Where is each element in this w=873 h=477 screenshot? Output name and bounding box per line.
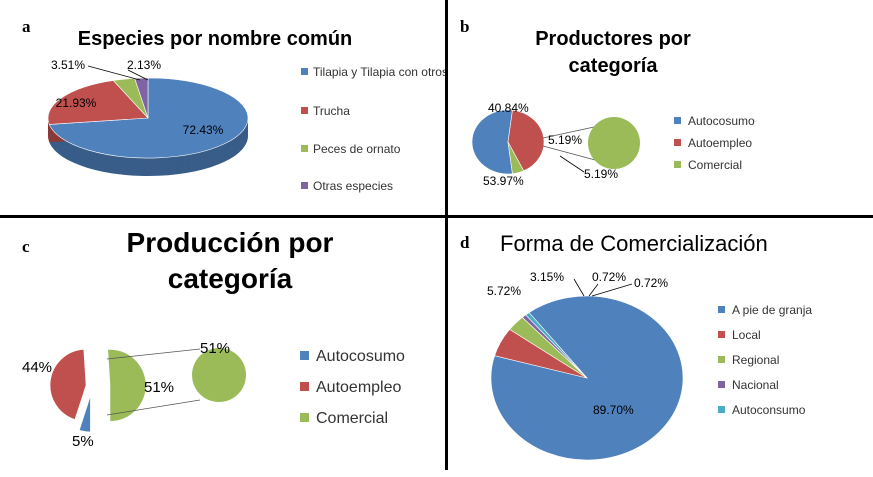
chart-c: c Producción por categoría 44% 5% 51% 51…	[22, 227, 405, 450]
chart-b-title-line2: categoría	[569, 55, 659, 77]
chart-c-slice-1	[49, 349, 87, 420]
leader-line-ornato	[87, 65, 141, 81]
data-label-autoempleo-b: 40.84%	[488, 101, 529, 115]
data-label-local: 5.72%	[487, 284, 521, 298]
legend-label-autoempleo-c: Autoempleo	[316, 379, 401, 396]
chart-a-legend: Tilapia y Tilapia con otros Trucha Peces…	[301, 65, 445, 193]
connector-bottom-c	[106, 399, 201, 416]
data-label-regional: 3.15%	[530, 270, 564, 284]
legend-label-ornato: Peces de ornato	[313, 142, 401, 156]
chart-b-legend: Autocosumo Autoempleo Comercial	[674, 114, 755, 172]
legend-label-comercial-c: Comercial	[316, 410, 388, 427]
leader-line-regional	[573, 278, 585, 297]
legend-swatch-comercial-b	[674, 161, 681, 168]
legend-label-trucha: Trucha	[313, 104, 350, 118]
legend-swatch-autoempleo-c	[300, 382, 309, 391]
chart-b-title-line1: Productores por	[535, 28, 691, 50]
data-label-autocosumo-c: 5%	[72, 433, 94, 450]
vertical-divider	[445, 0, 448, 470]
data-label-trucha: 21.93%	[56, 96, 97, 110]
panel-c: c Producción por categoría 44% 5% 51% 51…	[0, 218, 445, 470]
chart-d: d Forma de Comercialización 89.70% 5.72%…	[460, 231, 812, 461]
legend-swatch-autocosumo-c	[300, 351, 309, 360]
legend-label-pie-granja: A pie de granja	[732, 303, 812, 317]
data-label-comercial-b: 5.19%	[548, 133, 582, 147]
legend-label-autocosumo-c: Autocosumo	[316, 348, 405, 365]
chart-d-slice-4	[525, 312, 588, 379]
data-label-comercial-sub-b: 5.19%	[584, 167, 618, 181]
connector-top-c	[106, 348, 201, 360]
legend-label-local: Local	[732, 328, 761, 342]
panel-letter-d: d	[460, 233, 470, 252]
leader-line-autoconsumo	[591, 283, 633, 297]
legend-label-regional: Regional	[732, 353, 779, 367]
chart-b-pie	[471, 109, 545, 175]
chart-a: a Especies por nombre común 72.43% 21.93…	[22, 17, 445, 193]
data-label-nacional: 0.72%	[592, 270, 626, 284]
chart-b: b Productores por categoría 40.84% 53.97…	[460, 17, 755, 188]
legend-swatch-otras	[301, 182, 308, 189]
legend-label-autoconsumo: Autoconsumo	[732, 403, 806, 417]
chart-c-secondary-pie	[192, 348, 246, 402]
legend-swatch-autocosumo-b	[674, 117, 681, 124]
legend-swatch-comercial-c	[300, 413, 309, 422]
chart-d-title: Forma de Comercialización	[500, 231, 768, 256]
panel-letter-c: c	[22, 237, 30, 256]
chart-b-secondary-pie	[588, 117, 640, 169]
legend-label-nacional: Nacional	[732, 378, 779, 392]
data-label-comercial-sub-c: 51%	[200, 340, 230, 357]
chart-b-slice-1	[507, 109, 545, 172]
chart-c-pie	[49, 349, 147, 433]
legend-label-comercial-b: Comercial	[688, 158, 742, 172]
chart-c-slice-2	[107, 349, 147, 422]
panel-a: a Especies por nombre común 72.43% 21.93…	[0, 0, 445, 215]
legend-swatch-ornato	[301, 145, 308, 152]
chart-d-legend: A pie de granja Local Regional Nacional …	[718, 303, 812, 417]
legend-label-autocosumo-b: Autocosumo	[688, 114, 755, 128]
chart-b-secondary-slice	[588, 117, 640, 169]
legend-swatch-trucha	[301, 107, 308, 114]
data-label-pie-granja: 89.70%	[593, 403, 634, 417]
data-label-autoempleo-c: 44%	[22, 359, 52, 376]
data-label-comercial-c: 51%	[144, 379, 174, 396]
panel-letter-b: b	[460, 17, 469, 36]
chart-b-slice-0	[471, 109, 513, 175]
legend-swatch-regional	[718, 356, 725, 363]
data-label-ornato: 3.51%	[51, 58, 85, 72]
legend-swatch-tilapia	[301, 68, 308, 75]
data-label-autoconsumo: 0.72%	[634, 276, 668, 290]
panel-letter-a: a	[22, 17, 31, 36]
data-label-autocosumo-b: 53.97%	[483, 174, 524, 188]
chart-a-data-labels: 72.43% 21.93% 3.51% 2.13%	[51, 58, 224, 137]
legend-label-otras: Otras especies	[313, 179, 393, 193]
chart-c-legend: Autocosumo Autoempleo Comercial	[300, 348, 405, 427]
chart-c-title-line2: categoría	[168, 263, 293, 294]
leader-line-nacional	[588, 283, 599, 297]
chart-c-title-line1: Producción por	[127, 227, 334, 258]
chart-c-slice-0	[78, 395, 91, 433]
legend-label-tilapia: Tilapia y Tilapia con otros	[313, 65, 445, 79]
chart-d-pie	[490, 295, 684, 461]
legend-swatch-autoconsumo	[718, 406, 725, 413]
chart-c-secondary-slice	[192, 348, 246, 402]
chart-a-slice-0	[48, 77, 249, 159]
leader-line-otras	[127, 69, 149, 81]
data-label-tilapia: 72.43%	[183, 123, 224, 137]
legend-swatch-pie-granja	[718, 306, 725, 313]
legend-label-autoempleo-b: Autoempleo	[688, 136, 752, 150]
data-label-otras: 2.13%	[127, 58, 161, 72]
chart-a-pie	[47, 77, 249, 176]
chart-b-slice-2	[507, 141, 525, 175]
chart-a-slice-1	[47, 80, 149, 125]
panel-b: b Productores por categoría 40.84% 53.97…	[448, 0, 873, 215]
panel-d: d Forma de Comercialización 89.70% 5.72%…	[448, 218, 873, 470]
legend-swatch-nacional	[718, 381, 725, 388]
legend-swatch-autoempleo-b	[674, 139, 681, 146]
horizontal-divider	[0, 215, 873, 218]
leader-line-b	[559, 155, 585, 173]
chart-a-title: Especies por nombre común	[78, 28, 353, 50]
legend-swatch-local	[718, 331, 725, 338]
